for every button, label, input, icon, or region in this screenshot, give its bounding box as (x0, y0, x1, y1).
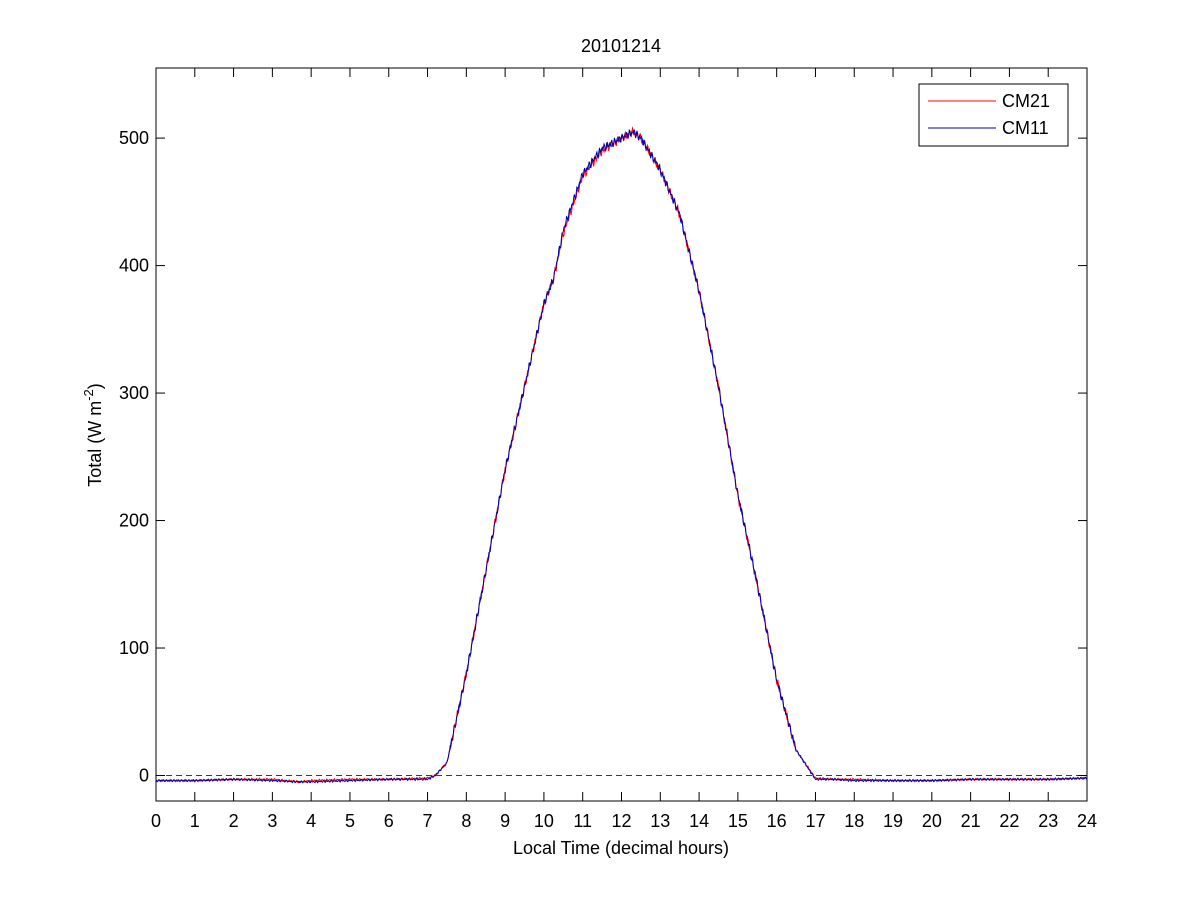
x-tick-label: 20 (922, 811, 942, 831)
x-tick-label: 3 (267, 811, 277, 831)
legend-label-cm11: CM11 (1002, 118, 1049, 138)
y-tick-labels: 0 100 200 300 400 500 (119, 128, 149, 785)
x-tick-label: 23 (1038, 811, 1058, 831)
x-axis-label: Local Time (decimal hours) (513, 838, 729, 858)
x-tick-label: 6 (384, 811, 394, 831)
axes-box (155, 67, 1088, 802)
x-tick-label: 2 (229, 811, 239, 831)
ticks-layer (155, 68, 1088, 801)
x-tick-label: 22 (999, 811, 1019, 831)
y-axis-label-base: Total (W m (85, 401, 105, 487)
y-axis-label-superscript: -2 (81, 389, 96, 401)
x-tick-label: 0 (151, 811, 161, 831)
x-tick-label: 19 (883, 811, 903, 831)
x-tick-labels: 0 1 2 3 4 5 6 7 8 9 10 11 12 13 14 15 16 17 18 19 20 21 22 23 24 (151, 811, 1097, 831)
x-tick-label: 18 (844, 811, 864, 831)
x-tick-label: 4 (306, 811, 316, 831)
chart-title: 20101214 (581, 36, 661, 56)
y-tick-label: 400 (119, 256, 149, 276)
y-axis-label-close: ) (85, 383, 105, 389)
x-tick-label: 5 (345, 811, 355, 831)
x-tick-label: 14 (689, 811, 709, 831)
x-tick-label: 7 (423, 811, 433, 831)
x-tick-label: 15 (728, 811, 748, 831)
y-tick-label: 100 (119, 638, 149, 658)
x-tick-label: 9 (500, 811, 510, 831)
x-tick-label: 12 (611, 811, 631, 831)
x-tick-label: 21 (961, 811, 981, 831)
x-tick-label: 16 (767, 811, 787, 831)
series-layer (155, 126, 1088, 784)
x-tick-label: 11 (573, 811, 592, 831)
y-tick-label: 300 (119, 383, 149, 403)
plot-area (155, 67, 1088, 802)
x-tick-label: 10 (534, 811, 554, 831)
y-tick-label: 0 (139, 766, 149, 786)
x-tick-label: 24 (1077, 811, 1097, 831)
x-tick-label: 1 (190, 811, 200, 831)
y-tick-label: 500 (119, 128, 149, 148)
legend: CM21 CM11 (918, 83, 1069, 147)
x-tick-label: 8 (461, 811, 471, 831)
x-tick-label: 17 (805, 811, 825, 831)
legend-box (918, 83, 1069, 147)
y-axis-label: Total (W m-2) (81, 383, 105, 487)
x-tick-label: 13 (650, 811, 670, 831)
y-tick-label: 200 (119, 511, 149, 531)
series-line-cm11 (155, 128, 1088, 784)
legend-label-cm21: CM21 (1002, 91, 1050, 111)
